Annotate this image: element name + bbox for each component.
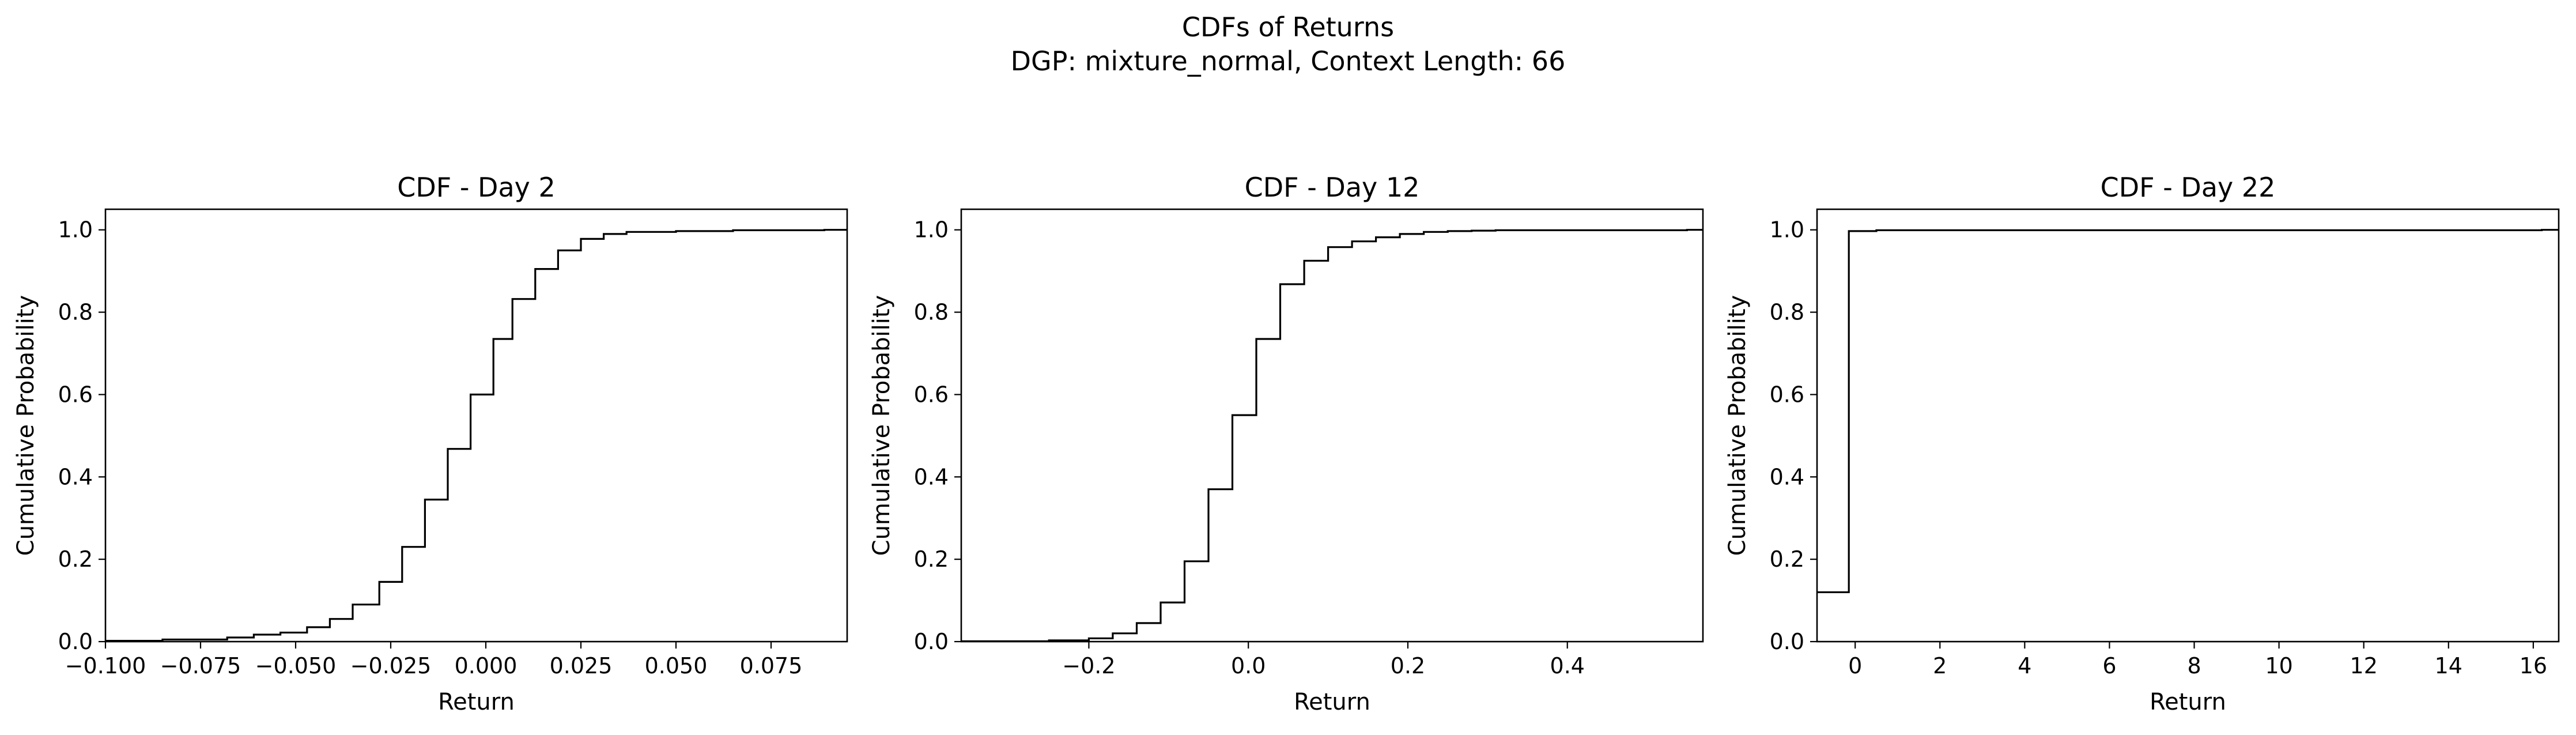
y-tick-label: 0.8 bbox=[1770, 300, 1804, 325]
x-tick-label: 0.050 bbox=[645, 653, 708, 679]
x-tick-label: −0.025 bbox=[350, 653, 432, 679]
x-tick-label: −0.075 bbox=[160, 653, 241, 679]
x-tick-label: −0.050 bbox=[255, 653, 337, 679]
y-tick-label: 0.2 bbox=[914, 546, 949, 572]
x-tick-label: 6 bbox=[2102, 653, 2116, 679]
axes-frame bbox=[104, 208, 848, 643]
y-axis-label: Cumulative Probability bbox=[1724, 295, 1751, 556]
y-tick-label: 0.8 bbox=[58, 300, 93, 325]
x-tick-label: 12 bbox=[2350, 653, 2378, 679]
x-tick-label: 8 bbox=[2187, 653, 2201, 679]
figure-suptitle-line2: DGP: mixture_normal, Context Length: 66 bbox=[1011, 46, 1566, 77]
cdf-series-line bbox=[105, 229, 847, 642]
panel-title: CDF - Day 2 bbox=[397, 172, 556, 203]
x-axis-label: Return bbox=[1294, 689, 1370, 715]
y-tick-label: 0.0 bbox=[914, 629, 949, 654]
y-tick-label: 0.6 bbox=[58, 382, 93, 407]
x-tick-label: 0.0 bbox=[1231, 653, 1266, 679]
x-tick-label: 0.4 bbox=[1550, 653, 1585, 679]
panel-title: CDF - Day 12 bbox=[1245, 172, 1420, 203]
x-tick-label: 0.000 bbox=[455, 653, 518, 679]
y-tick-label: 0.4 bbox=[58, 464, 93, 489]
y-axis-label: Cumulative Probability bbox=[868, 295, 895, 556]
panel-title: CDF - Day 22 bbox=[2101, 172, 2276, 203]
y-tick-label: 0.8 bbox=[914, 300, 949, 325]
y-tick-label: 0.2 bbox=[58, 546, 93, 572]
y-axis-label: Cumulative Probability bbox=[13, 295, 39, 556]
x-tick-label: 4 bbox=[2018, 653, 2031, 679]
y-tick-label: 0.0 bbox=[58, 629, 93, 654]
x-tick-label: −0.2 bbox=[1062, 653, 1115, 679]
axes-frame bbox=[960, 208, 1704, 643]
x-tick-label: 2 bbox=[1933, 653, 1947, 679]
x-tick-label: 16 bbox=[2520, 653, 2547, 679]
chart-panel-2: CDF - Day 12 −0.2 0.0 0.2 0.4 0.0 0.2 0.4 0.6 0.8… bbox=[868, 172, 1704, 715]
cdf-series-line bbox=[1817, 229, 2559, 593]
y-tick-label: 0.6 bbox=[914, 382, 949, 407]
y-tick-label: 0.6 bbox=[1770, 382, 1804, 407]
x-tick-label: 0 bbox=[1848, 653, 1862, 679]
y-tick-label: 1.0 bbox=[58, 217, 93, 243]
x-tick-label: 14 bbox=[2435, 653, 2462, 679]
y-tick-label: 0.4 bbox=[914, 464, 949, 489]
x-axis-label: Return bbox=[438, 689, 515, 715]
y-tick-label: 0.0 bbox=[1770, 629, 1804, 654]
chart-panel-3: CDF - Day 22 0 2 4 6 8 10 12 14 16 0.0 0.2 0.4 0.6 0.8… bbox=[1724, 172, 2560, 715]
x-axis-label: Return bbox=[2150, 689, 2226, 715]
y-tick-label: 1.0 bbox=[1770, 217, 1804, 243]
x-tick-label: 0.075 bbox=[740, 653, 803, 679]
chart-panels: CDF - Day 2−0.100 −0.075 −0.050 −0.025 0.000… bbox=[13, 172, 2560, 715]
figure-suptitle-line1: CDFs of Returns bbox=[1182, 12, 1394, 43]
chart-panel-1: CDF - Day 2 −0.100 −0.075 −0.050 −0.025 0.000… bbox=[13, 172, 848, 715]
y-tick-label: 0.4 bbox=[1770, 464, 1804, 489]
x-tick-label: 0.2 bbox=[1391, 653, 1425, 679]
axes-frame bbox=[1816, 208, 2560, 643]
x-tick-label: 0.025 bbox=[550, 653, 613, 679]
x-tick-label: 10 bbox=[2265, 653, 2292, 679]
cdf-series-line bbox=[961, 229, 1703, 642]
y-tick-label: 0.2 bbox=[1770, 546, 1804, 572]
y-tick-label: 1.0 bbox=[914, 217, 949, 243]
x-tick-label: −0.100 bbox=[65, 653, 146, 679]
